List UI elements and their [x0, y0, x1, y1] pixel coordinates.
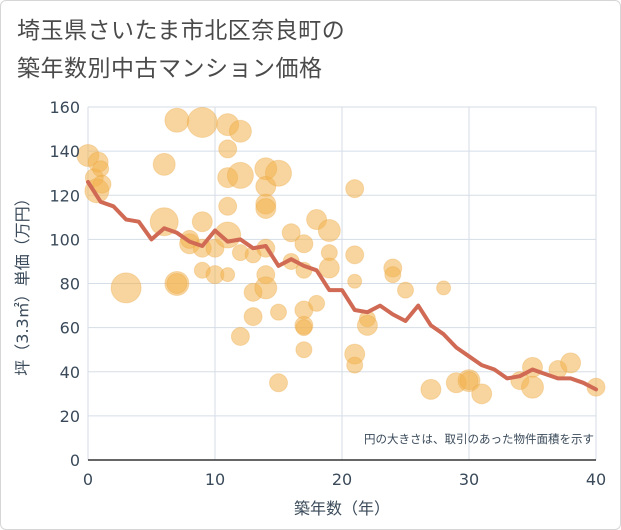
bubble-point — [420, 378, 442, 400]
bubble-point — [92, 174, 112, 194]
bubble-point — [226, 161, 254, 189]
bubble-point — [356, 314, 378, 336]
x-tick-label: 40 — [586, 470, 606, 489]
x-tick-label: 10 — [205, 470, 225, 489]
y-tick-label: 160 — [49, 98, 80, 117]
bubble-point — [228, 119, 252, 143]
bubble-point — [560, 352, 582, 374]
bubble-point — [436, 280, 452, 296]
y-tick-label: 100 — [49, 230, 80, 249]
y-tick-label: 140 — [49, 142, 80, 161]
size-note: 円の大きさは、取引のあった物件面積を示す — [364, 432, 594, 446]
bubble-point — [317, 219, 341, 243]
bubble-point — [269, 373, 288, 393]
tick-labels: 0 20 40 60 80 100 120 140 160 0 10 20 30 40 — [49, 98, 606, 489]
y-axis-label: 坪（3.3㎡）単価（万円） — [13, 190, 32, 375]
bubble-point — [230, 326, 250, 346]
bubble-point — [308, 294, 326, 312]
y-tick-label: 120 — [49, 186, 80, 205]
y-tick-label: 20 — [60, 407, 80, 426]
bubble-point — [295, 319, 313, 337]
bubble-point — [110, 272, 142, 304]
x-tick-label: 30 — [459, 470, 479, 489]
average-price-line — [86, 180, 598, 392]
bubble-point — [218, 139, 238, 159]
bubble-point — [92, 160, 110, 178]
bubble-point — [471, 383, 493, 405]
bubble-point — [345, 179, 365, 199]
bubble-point — [521, 375, 544, 399]
bubble-point — [397, 281, 414, 299]
bubble-point — [243, 307, 263, 327]
bubble-point — [218, 196, 238, 216]
bubble-point — [345, 245, 365, 265]
bubble-point — [295, 341, 313, 359]
x-tick-label: 0 — [83, 470, 93, 489]
grid-lines — [87, 106, 597, 461]
y-tick-label: 80 — [60, 275, 80, 294]
chart-title-line-2: 築年数別中古マンション価格 — [17, 56, 323, 82]
bubble-point — [254, 276, 278, 300]
x-axis-label: 築年数（年） — [294, 499, 390, 518]
bubble-point — [281, 223, 301, 243]
bubble-point — [186, 106, 218, 138]
y-tick-label: 0 — [70, 451, 80, 470]
bubble-point — [346, 356, 364, 374]
y-tick-label: 40 — [60, 363, 80, 382]
chart-title-line-1: 埼玉県さいたま市北区奈良町の — [17, 18, 346, 44]
trend-line-layer — [86, 180, 598, 392]
bubble-point — [347, 273, 363, 289]
bubble-point — [164, 107, 190, 133]
bubble-layer — [76, 106, 606, 405]
bubble-point — [191, 211, 213, 233]
bubble-point — [318, 257, 340, 279]
bubble-point — [152, 152, 176, 176]
bubble-point — [265, 159, 292, 187]
bubble-point — [220, 267, 236, 283]
chart-title: 埼玉県さいたま市北区奈良町の 築年数別中古マンション価格 — [17, 12, 345, 88]
x-tick-label: 20 — [332, 470, 352, 489]
bubble-point — [294, 234, 314, 254]
bubble-point — [270, 303, 287, 321]
bubble-point — [255, 197, 277, 219]
bubble-point — [459, 371, 479, 391]
bubble-point — [166, 273, 188, 294]
y-tick-label: 60 — [60, 319, 80, 338]
bubble-point — [384, 266, 402, 284]
